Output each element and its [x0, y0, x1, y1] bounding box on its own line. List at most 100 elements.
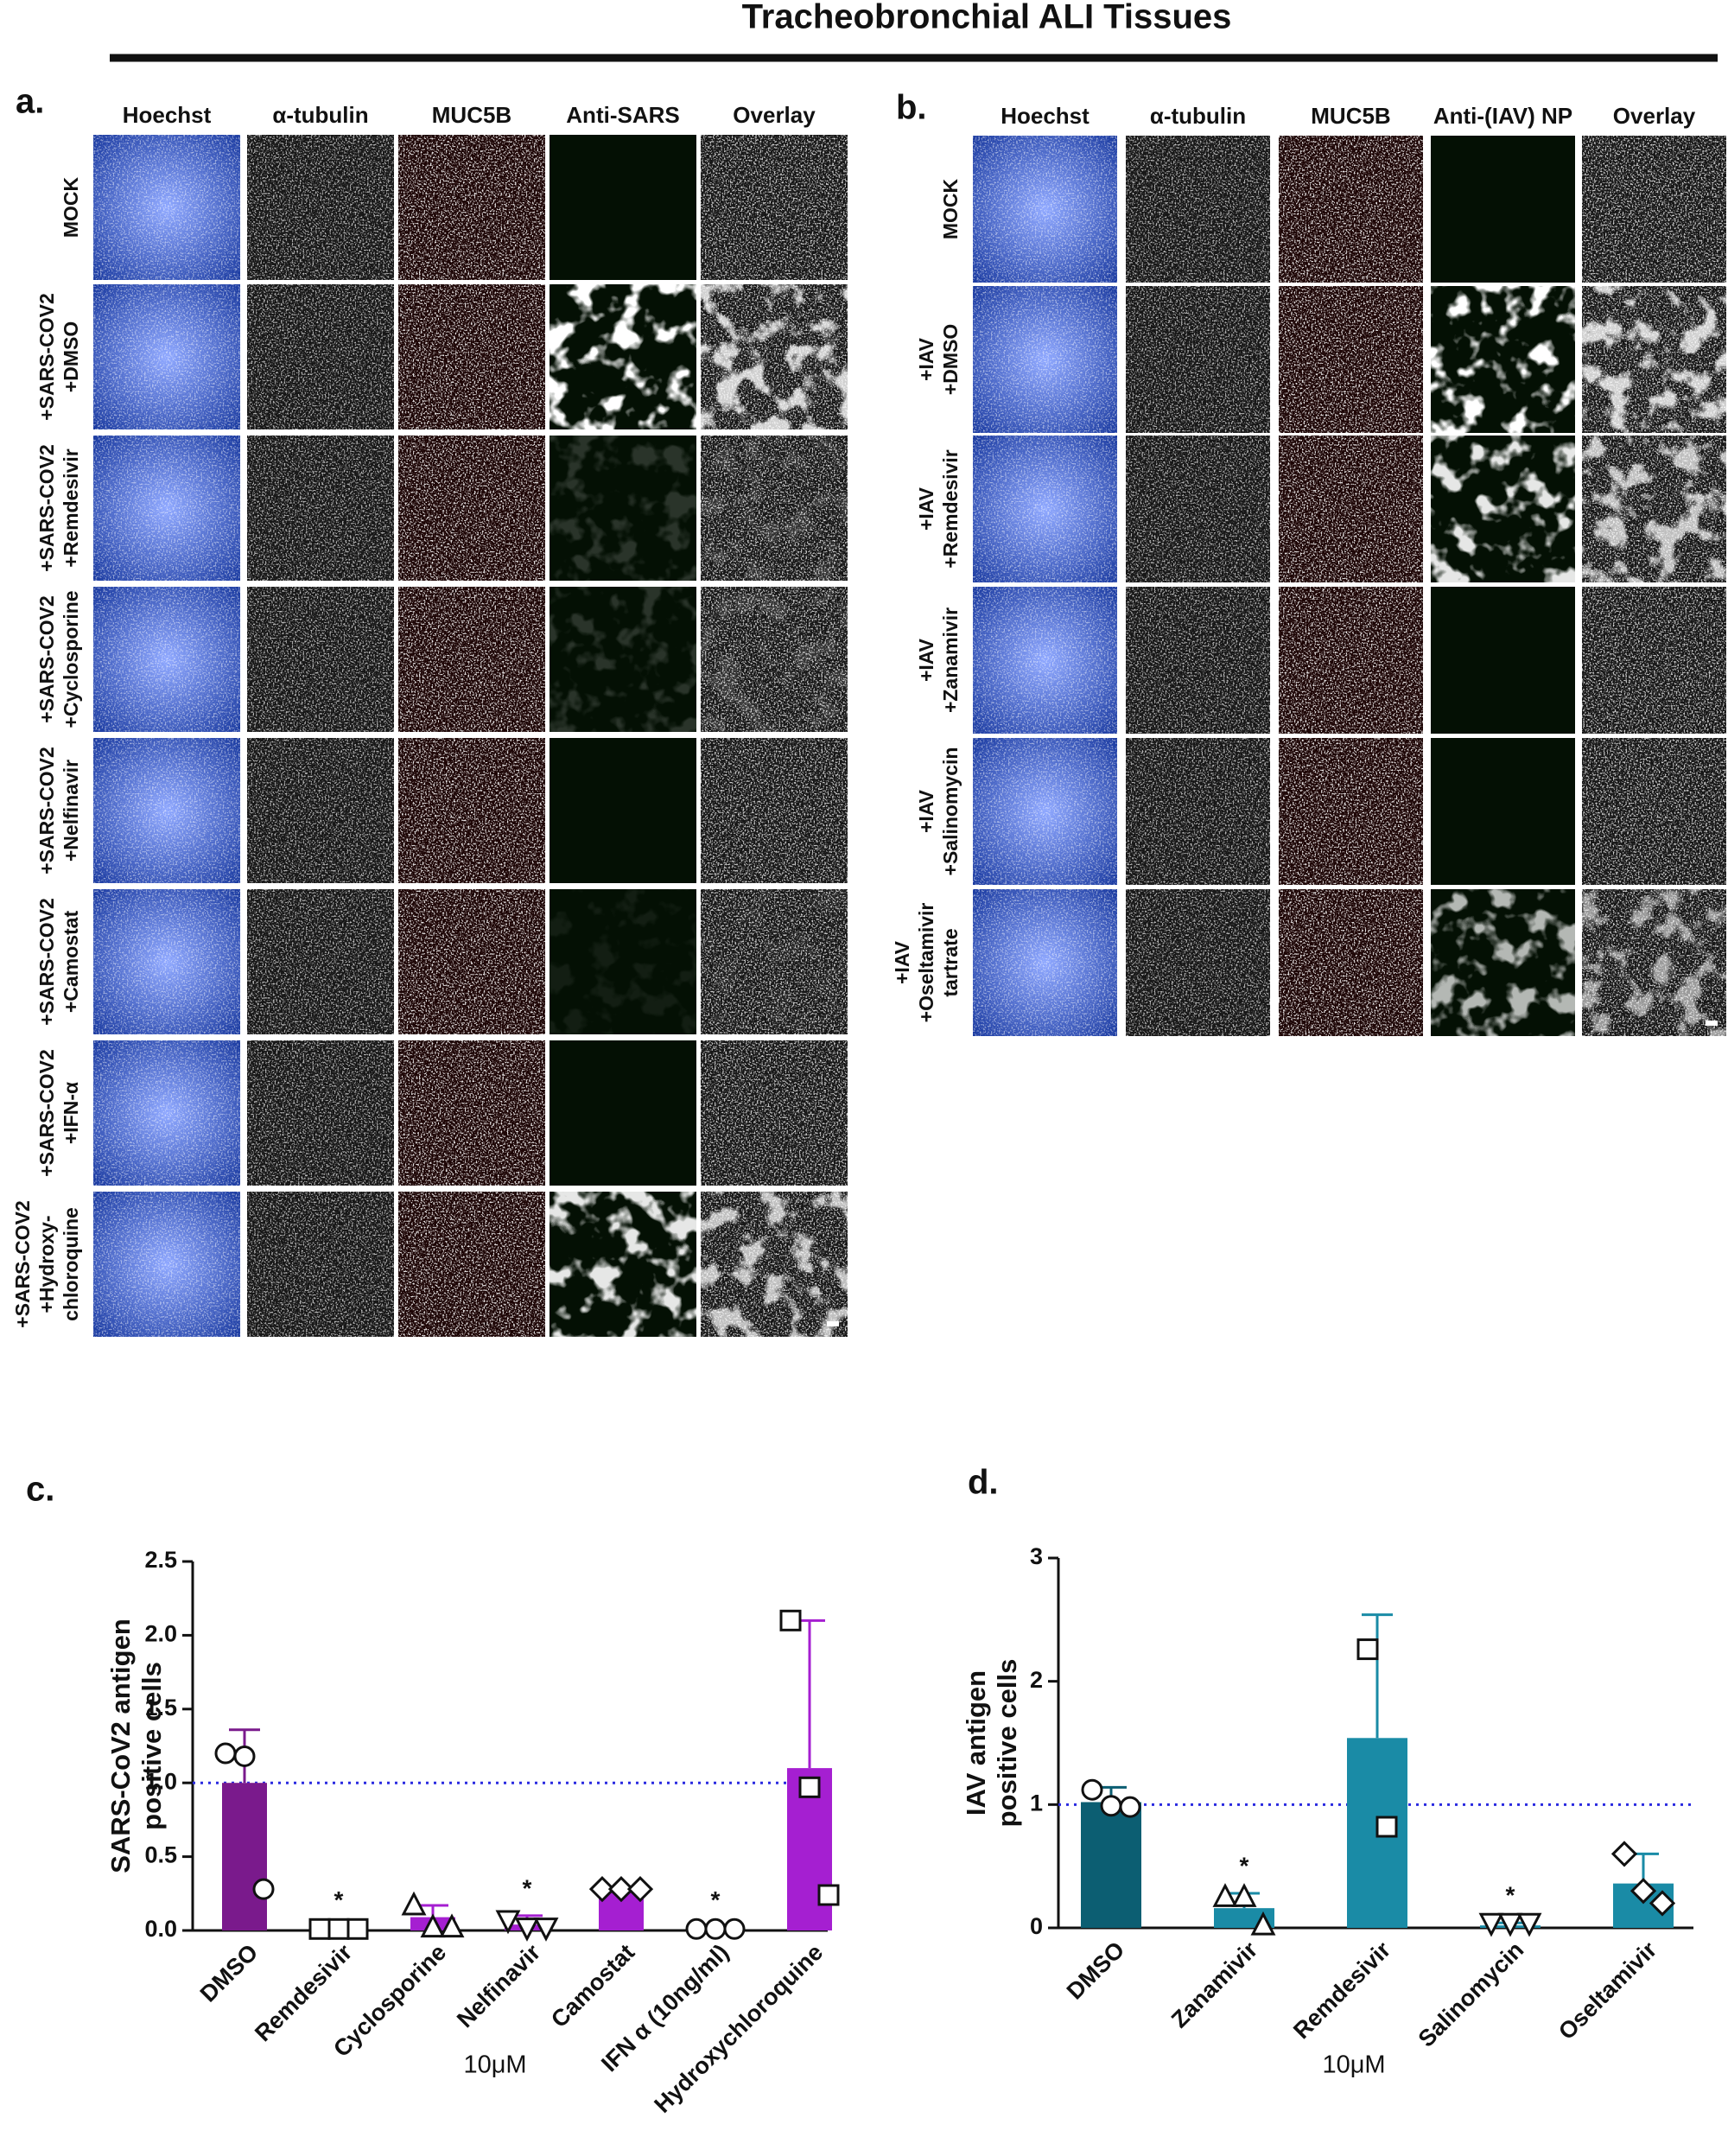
green-overlay	[1582, 889, 1726, 1036]
speckle	[247, 587, 394, 732]
row-label: +Oseltamivir	[915, 903, 937, 1023]
row-label: +SARS-COV2	[35, 747, 58, 874]
row-label: +IAV	[891, 940, 913, 984]
x-axis-label: 10μM	[1322, 2051, 1385, 2079]
data-point	[401, 1891, 427, 1916]
speckle	[93, 135, 240, 280]
red-overlay	[1582, 136, 1726, 283]
column-header: Anti-(IAV) NP	[1433, 103, 1572, 129]
micrograph	[1431, 136, 1575, 283]
x-tick-label: Camostat	[546, 1939, 639, 2032]
speckle	[398, 1192, 545, 1337]
x-tick-label: DMSO	[195, 1939, 263, 2007]
green-overlay	[701, 284, 848, 429]
y-tick-label: 2	[1030, 1667, 1043, 1693]
micrograph	[550, 135, 696, 280]
y-tick-label: 0.5	[144, 1842, 177, 1868]
green-overlay	[1582, 286, 1726, 433]
green-signal	[550, 284, 696, 429]
micrograph	[1431, 587, 1575, 734]
x-axis-label: 10μM	[463, 2051, 526, 2079]
data-point	[1497, 1912, 1523, 1937]
y-tick-label: 2.5	[144, 1547, 177, 1573]
x-tick-label: Hydroxychloroquine	[649, 1939, 828, 2118]
data-point	[779, 1609, 802, 1631]
speckle	[1279, 436, 1423, 582]
row-label: +Nelfinavir	[60, 760, 82, 862]
x-tick-label: Nelfinavir	[452, 1939, 546, 2033]
y-axis-label: positive cells	[992, 1659, 1022, 1828]
x-tick-label: Oseltamivir	[1553, 1937, 1662, 2045]
row-label: +Salinomycin	[939, 747, 962, 876]
speckle	[1126, 889, 1270, 1036]
green-signal	[1431, 286, 1575, 433]
data-point	[420, 1913, 446, 1938]
row-label: +DMSO	[60, 321, 82, 392]
speckle	[93, 436, 240, 581]
row-label: tartrate	[939, 928, 962, 996]
data-point	[1100, 1795, 1122, 1817]
row-label: +SARS-COV2	[35, 293, 58, 421]
speckle	[1126, 436, 1270, 582]
speckle	[247, 436, 394, 581]
row-label: +Remdesivir	[60, 448, 82, 567]
speckle	[398, 135, 545, 280]
speckle	[1279, 738, 1423, 885]
significance: *	[1240, 1852, 1249, 1879]
row-label: +DMSO	[939, 324, 962, 395]
column-header: α-tubulin	[272, 102, 368, 128]
row-label: +IAV	[915, 638, 937, 682]
speckle	[1126, 136, 1270, 283]
speckle	[93, 284, 240, 429]
speckle	[398, 587, 545, 732]
scale-bar	[1706, 1021, 1718, 1026]
row-label: +Zanamivir	[939, 607, 962, 713]
row-label: +SARS-COV2	[35, 1049, 58, 1177]
green-signal	[550, 889, 696, 1034]
figure-title: Tracheobronchial ALI Tissues	[742, 0, 1232, 36]
row-label: +IAV	[915, 789, 937, 833]
speckle	[973, 286, 1117, 433]
data-point	[607, 1876, 635, 1903]
green-overlay	[701, 436, 848, 581]
micrograph	[1431, 738, 1575, 885]
significance: *	[523, 1874, 532, 1901]
green-overlay	[1582, 436, 1726, 582]
data-point	[1231, 1883, 1257, 1907]
speckle	[973, 436, 1117, 582]
speckle	[93, 1040, 240, 1186]
green-overlay	[701, 889, 848, 1034]
speckle	[973, 738, 1117, 885]
row-label: chloroquine	[60, 1207, 82, 1321]
y-tick-label: 3	[1030, 1543, 1043, 1569]
speckle	[398, 284, 545, 429]
speckle	[1279, 286, 1423, 433]
data-point	[1478, 1912, 1504, 1937]
data-point	[1649, 1890, 1676, 1917]
speckle	[247, 889, 394, 1034]
data-point	[214, 1742, 237, 1765]
speckle	[1126, 587, 1270, 734]
speckle	[1126, 738, 1270, 885]
column-header: MUC5B	[1311, 103, 1390, 129]
y-axis-label: SARS-CoV2 antigen	[105, 1619, 136, 1873]
speckle	[1126, 286, 1270, 433]
data-point	[1119, 1796, 1141, 1818]
data-point	[439, 1913, 465, 1938]
panel-label: a.	[16, 83, 44, 121]
row-label: +Cyclosporine	[60, 590, 82, 728]
micrograph	[550, 738, 696, 883]
speckle	[93, 889, 240, 1034]
speckle	[247, 284, 394, 429]
bar	[1081, 1802, 1141, 1928]
data-point	[1375, 1816, 1398, 1838]
data-point	[233, 1745, 256, 1767]
speckle	[1279, 587, 1423, 734]
row-label: +Camostat	[60, 911, 82, 1014]
green-signal	[1431, 436, 1575, 582]
speckle	[247, 738, 394, 883]
y-tick-label: 0	[1030, 1913, 1043, 1939]
red-overlay	[1582, 587, 1726, 734]
data-point	[1250, 1911, 1276, 1936]
